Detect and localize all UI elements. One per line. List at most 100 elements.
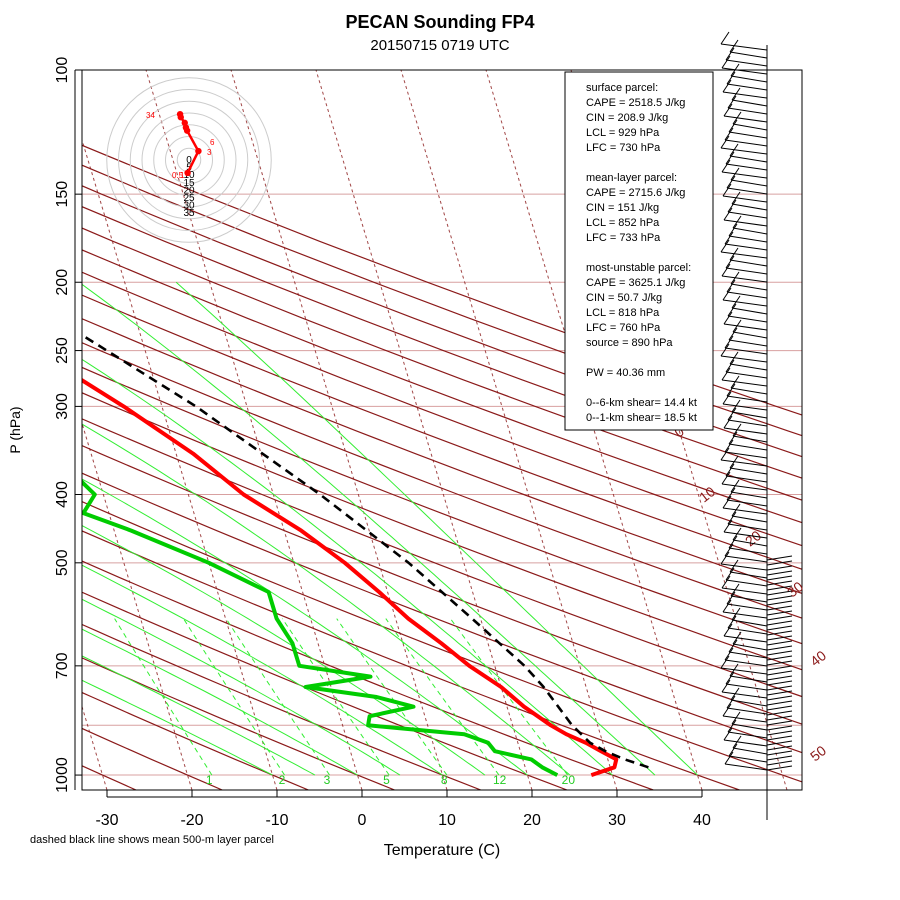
- wind-barbs: [720, 31, 793, 820]
- hodograph-ring: [118, 89, 260, 231]
- wind-barb: [766, 755, 793, 761]
- wind-barb: [732, 539, 768, 547]
- wind-barb-flag: [726, 71, 736, 85]
- hodograph-ring-label: 35: [183, 208, 195, 219]
- wind-barb: [766, 740, 793, 746]
- temperature-line: [82, 377, 619, 777]
- wind-barb-flag: [722, 703, 732, 717]
- wind-barb-flag: [730, 687, 740, 701]
- dry-adiabat: [82, 691, 309, 790]
- wind-barb: [730, 283, 768, 291]
- wind-barb: [766, 615, 793, 621]
- dry-adiabat: [82, 206, 802, 479]
- stats-frame: [564, 71, 714, 431]
- wind-barb-flag: [720, 31, 730, 45]
- wind-barb: [723, 427, 768, 435]
- chart-subtitle: 20150715 0719 UTC: [370, 37, 509, 54]
- wind-barb-flag: [723, 103, 733, 117]
- wind-barb: [766, 655, 793, 661]
- wind-barb: [766, 745, 793, 751]
- wind-barb-flag: [727, 615, 737, 629]
- dry-adiabat: [82, 392, 802, 671]
- x-tick-label: 30: [608, 812, 626, 829]
- wind-barb-flag: [730, 271, 740, 285]
- wind-barb: [732, 123, 768, 131]
- moist-adiabat: [82, 564, 443, 776]
- wind-barb-flag: [727, 719, 737, 733]
- hodograph-ring-label: 10: [183, 170, 195, 181]
- wind-barb: [766, 640, 793, 646]
- wind-barb: [732, 331, 768, 339]
- wind-barb-flag: [729, 39, 739, 53]
- x-axis-label: Temperature (C): [384, 842, 500, 859]
- wind-barb: [731, 307, 768, 315]
- isotherm-line: [230, 70, 448, 790]
- wind-barb: [766, 570, 793, 576]
- wind-barb: [766, 665, 793, 671]
- x-tick-label: -30: [95, 812, 118, 829]
- wind-barb: [766, 660, 793, 666]
- stats-line: LCL = 929 hPa: [586, 127, 660, 139]
- wind-barb-flag: [721, 263, 731, 277]
- wind-barb: [766, 565, 793, 571]
- wind-barb: [766, 735, 793, 741]
- x-tick-label: 10: [438, 812, 456, 829]
- wind-barb-flag: [720, 343, 730, 357]
- wind-barb-flag: [723, 623, 733, 637]
- wind-barb: [724, 659, 768, 667]
- wind-barb: [766, 720, 793, 726]
- wind-barb: [766, 705, 793, 711]
- wind-barb: [766, 585, 793, 591]
- wind-barb: [731, 203, 768, 211]
- isotherm-line: [82, 421, 193, 790]
- wind-barb-flag: [725, 671, 735, 685]
- stats-line: 0--6-km shear= 14.4 kt: [586, 397, 697, 409]
- wind-barb: [730, 595, 768, 603]
- wind-barb: [726, 187, 768, 195]
- hodograph-ring-label: 25: [183, 193, 195, 204]
- wind-barb-flag: [731, 711, 741, 725]
- wind-barb: [726, 291, 768, 299]
- mixing-ratio-line: [281, 618, 390, 776]
- wind-barb-flag: [722, 391, 732, 405]
- wind-barb-flag: [720, 655, 730, 669]
- wind-barb-flag: [731, 87, 741, 101]
- wind-barb: [727, 627, 768, 635]
- wind-barb: [766, 680, 793, 686]
- y-tick-label: 500: [54, 549, 71, 576]
- hodograph-point: [184, 169, 191, 177]
- hodograph-ring: [141, 112, 237, 208]
- dry-adiabat: [82, 727, 223, 790]
- x-tick-label: 20: [523, 812, 541, 829]
- wind-barb-flag: [728, 223, 738, 237]
- wind-barb: [730, 387, 768, 395]
- axes: -30 -20 -10 0 10 20 30 401001502002503004005007…: [54, 57, 711, 829]
- wind-barb-flag: [726, 487, 736, 501]
- mixing-ratio-line: [114, 618, 213, 776]
- wind-barb: [766, 630, 793, 636]
- stats-line: source = 890 hPa: [586, 337, 673, 349]
- wind-barb-flag: [724, 127, 734, 141]
- wind-barb: [721, 67, 768, 75]
- hodograph-point: [195, 147, 202, 155]
- stats-line: PW = 40.36 mm: [586, 367, 665, 379]
- wind-barb-flag: [723, 311, 733, 325]
- wind-barb: [722, 299, 768, 307]
- mixing-ratio-label: 12: [493, 773, 507, 787]
- wind-barb-flag: [724, 647, 734, 661]
- moist-adiabat: [82, 423, 571, 776]
- wind-barb: [726, 603, 768, 611]
- x-tick-label: 0: [358, 812, 367, 829]
- wind-barb-flag: [724, 751, 734, 765]
- chart-title: PECAN Sounding FP4: [346, 12, 535, 32]
- wind-barb-flag: [732, 111, 742, 125]
- wind-barb-flag: [728, 535, 738, 549]
- dry-adiabat: [82, 623, 482, 790]
- wind-barb-flag: [725, 567, 735, 581]
- wind-barb-flag: [732, 319, 742, 333]
- hodograph-point: [176, 110, 184, 118]
- mixing-ratio-line: [385, 618, 500, 776]
- dry-adiabat: [82, 185, 802, 458]
